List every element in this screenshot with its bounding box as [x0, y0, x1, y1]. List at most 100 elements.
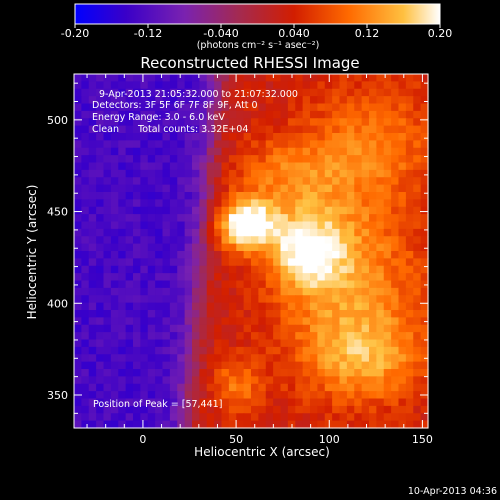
heatmap-cell [332, 162, 341, 171]
heatmap-cell [118, 251, 127, 259]
heatmap-cell [405, 162, 414, 171]
heatmap-cell [405, 317, 414, 326]
heatmap-cell [420, 405, 429, 414]
heatmap-cell [310, 383, 318, 392]
heatmap-cell [258, 74, 267, 82]
heatmap-cell [346, 74, 355, 82]
heatmap-cell [332, 81, 341, 90]
heatmap-cell [258, 420, 267, 429]
heatmap-cell [228, 258, 237, 267]
heatmap-cell [214, 155, 223, 164]
heatmap-cell [251, 324, 259, 333]
heatmap-cell [339, 162, 348, 171]
heatmap-cell [110, 302, 119, 311]
heatmap-cell [324, 339, 333, 348]
heatmap-cell [302, 103, 311, 112]
heatmap-cell [184, 317, 193, 326]
heatmap-cell [302, 295, 311, 304]
heatmap-cell [324, 280, 333, 289]
heatmap-cell [420, 118, 429, 127]
heatmap-cell [346, 169, 355, 178]
heatmap-cell [420, 243, 429, 252]
heatmap-cell [295, 405, 304, 414]
heatmap-cell [236, 405, 245, 414]
heatmap-cell [162, 243, 171, 252]
heatmap-cell [398, 376, 407, 385]
heatmap-cell [81, 420, 90, 429]
heatmap-cell [346, 140, 355, 149]
heatmap-cell [199, 346, 208, 355]
heatmap-cell [169, 199, 178, 208]
heatmap-cell [243, 383, 252, 392]
heatmap-cell [391, 133, 400, 141]
heatmap-cell [243, 302, 252, 311]
heatmap-cell [118, 339, 127, 348]
heatmap-cell [251, 118, 259, 127]
heatmap-cell [420, 287, 429, 296]
heatmap-cell [354, 140, 363, 149]
heatmap-cell [376, 81, 385, 90]
heatmap-cell [199, 376, 208, 385]
heatmap-cell [398, 258, 407, 267]
heatmap-cell [81, 361, 90, 370]
heatmap-cell [243, 251, 252, 259]
heatmap-cell [81, 133, 90, 141]
heatmap-cell [265, 228, 274, 237]
heatmap-cell [398, 228, 407, 237]
heatmap-cell [140, 88, 149, 97]
heatmap-cell [155, 214, 164, 223]
heatmap-cell [133, 339, 141, 348]
heatmap-cell [251, 110, 259, 119]
heatmap-cell [118, 118, 127, 127]
heatmap-cell [110, 199, 119, 208]
heatmap-cell [243, 258, 252, 267]
heatmap-cell [184, 273, 193, 282]
heatmap-cell [74, 133, 82, 141]
heatmap-cell [221, 376, 230, 385]
heatmap-cell [265, 302, 274, 311]
heatmap-cell [236, 169, 245, 178]
heatmap-cell [376, 177, 385, 186]
heatmap-cell [133, 133, 141, 141]
heatmap-cell [383, 110, 392, 119]
heatmap-cell [221, 391, 230, 400]
heatmap-cell [228, 324, 237, 333]
heatmap-cell [383, 214, 392, 223]
heatmap-cell [346, 398, 355, 407]
heatmap-cell [310, 354, 318, 363]
heatmap-cell [251, 265, 259, 274]
heatmap-cell [405, 376, 414, 385]
heatmap-cell [354, 74, 363, 82]
heatmap-cell [88, 369, 97, 377]
heatmap-cell [103, 228, 112, 237]
heatmap-cell [398, 88, 407, 97]
heatmap-cell [214, 206, 223, 215]
heatmap-cell [295, 391, 304, 400]
heatmap-cell [258, 332, 267, 341]
heatmap-cell [251, 192, 259, 200]
heatmap-cell [324, 420, 333, 429]
heatmap-cell [162, 140, 171, 149]
heatmap-cell [110, 354, 119, 363]
heatmap-cell [420, 184, 429, 193]
heatmap-cell [140, 96, 149, 105]
heatmap-cell [206, 184, 215, 193]
heatmap-cell [221, 177, 230, 186]
heatmap-cell [324, 169, 333, 178]
heatmap-cell [74, 265, 82, 274]
heatmap-cell [251, 81, 259, 90]
heatmap-cell [96, 251, 105, 259]
heatmap-cell [169, 310, 178, 318]
heatmap-cell [110, 133, 119, 141]
heatmap-cell [287, 346, 296, 355]
heatmap-cell [413, 125, 422, 134]
heatmap-cell [96, 96, 105, 105]
heatmap-cell [184, 140, 193, 149]
heatmap-cell [74, 184, 82, 193]
heatmap-cell [324, 140, 333, 149]
heatmap-cell [206, 398, 215, 407]
heatmap-cell [110, 125, 119, 134]
heatmap-cell [280, 361, 289, 370]
heatmap-cell [206, 214, 215, 223]
heatmap-cell [273, 273, 282, 282]
